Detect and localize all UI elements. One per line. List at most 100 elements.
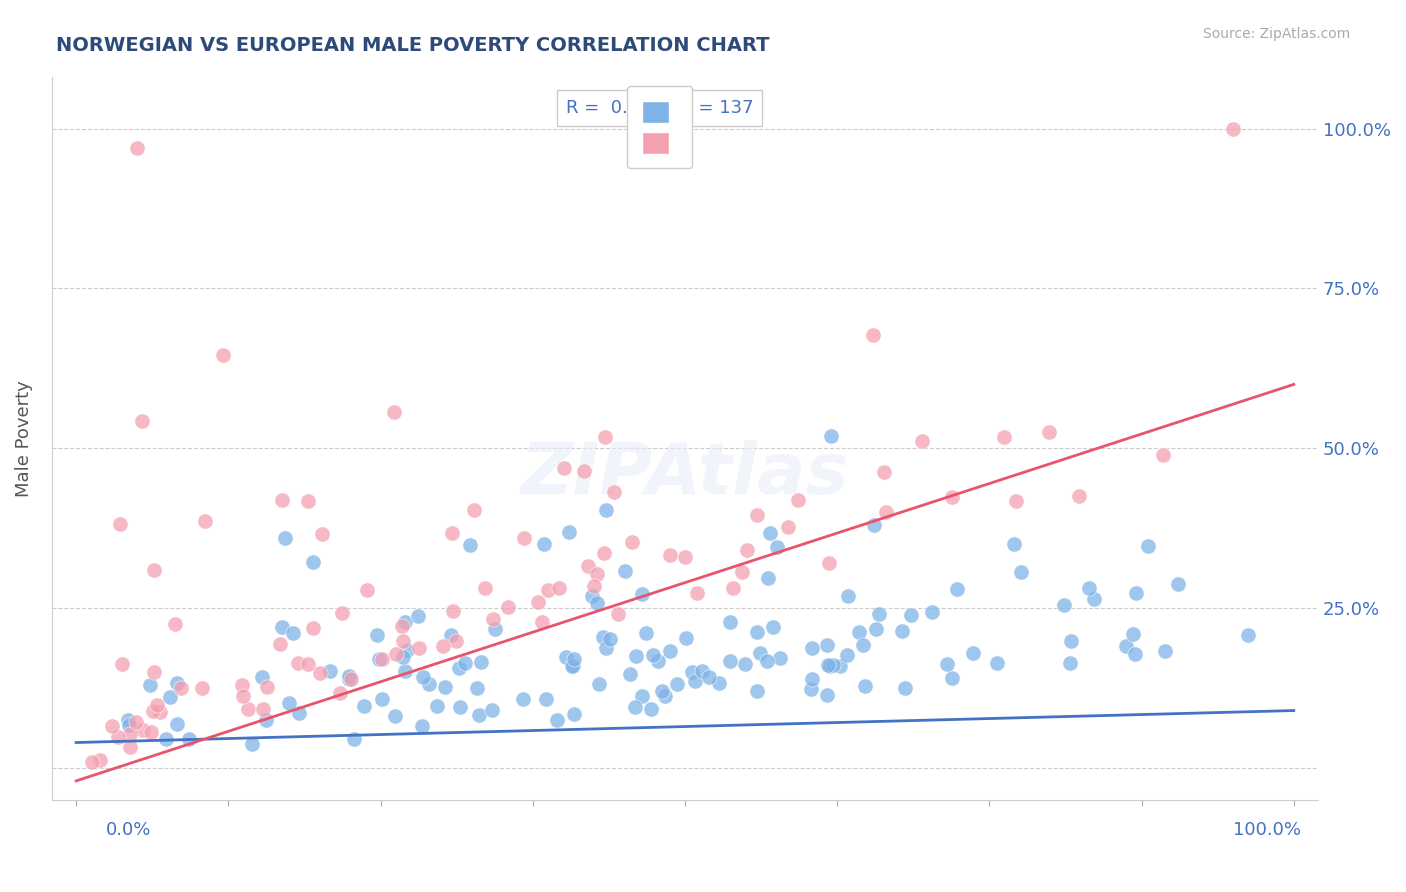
Point bbox=[1005, 494, 1028, 508]
Point bbox=[371, 691, 394, 706]
Point bbox=[1083, 592, 1105, 607]
Point bbox=[146, 698, 169, 712]
Point bbox=[463, 502, 485, 516]
Point bbox=[534, 692, 557, 706]
Point bbox=[101, 719, 124, 733]
Point bbox=[449, 660, 471, 674]
Point bbox=[143, 563, 166, 577]
Point bbox=[411, 719, 433, 733]
Point bbox=[394, 664, 416, 678]
Point bbox=[337, 669, 360, 683]
Point bbox=[1010, 565, 1032, 579]
Point bbox=[82, 755, 104, 769]
Point bbox=[1122, 627, 1144, 641]
Point bbox=[440, 526, 463, 541]
Point bbox=[1236, 628, 1258, 642]
Point bbox=[496, 599, 519, 614]
Point bbox=[117, 713, 139, 727]
Point bbox=[212, 348, 235, 362]
Point bbox=[862, 328, 884, 343]
Point bbox=[986, 656, 1008, 670]
Point bbox=[287, 706, 309, 721]
Point bbox=[458, 538, 481, 552]
Point bbox=[252, 702, 274, 716]
Point bbox=[868, 607, 890, 622]
Point bbox=[818, 556, 841, 570]
Point bbox=[318, 664, 340, 678]
Point bbox=[640, 702, 662, 716]
Point bbox=[107, 730, 129, 744]
Point bbox=[562, 706, 585, 721]
Point bbox=[815, 688, 838, 702]
Point bbox=[1154, 643, 1177, 657]
Point bbox=[801, 641, 824, 656]
Point bbox=[588, 677, 610, 691]
Point bbox=[470, 656, 492, 670]
Point bbox=[382, 405, 405, 419]
Point bbox=[820, 428, 842, 442]
Text: R =  0.183   N = 137: R = 0.183 N = 137 bbox=[565, 99, 754, 117]
Point bbox=[353, 698, 375, 713]
Point bbox=[852, 638, 875, 652]
Point bbox=[718, 654, 741, 668]
Point bbox=[623, 700, 645, 714]
Point bbox=[149, 705, 172, 719]
Point bbox=[302, 555, 325, 569]
Point bbox=[155, 732, 177, 747]
Point bbox=[163, 617, 186, 632]
Point bbox=[110, 657, 132, 671]
Point bbox=[468, 708, 491, 723]
Point bbox=[1002, 537, 1025, 551]
Point bbox=[800, 681, 823, 696]
Point bbox=[391, 634, 413, 648]
Point bbox=[548, 581, 571, 595]
Point bbox=[394, 615, 416, 629]
Point bbox=[586, 596, 609, 610]
Point bbox=[626, 648, 648, 663]
Text: 100.0%: 100.0% bbox=[1233, 821, 1301, 838]
Point bbox=[444, 633, 467, 648]
Point bbox=[721, 581, 744, 595]
Point bbox=[449, 700, 471, 714]
Point bbox=[308, 666, 330, 681]
Point bbox=[681, 665, 703, 680]
Point bbox=[1125, 586, 1147, 600]
Point bbox=[603, 485, 626, 500]
Point bbox=[530, 615, 553, 630]
Point bbox=[756, 572, 779, 586]
Point bbox=[562, 651, 585, 665]
Point bbox=[474, 582, 496, 596]
Point bbox=[1053, 598, 1076, 612]
Point bbox=[555, 649, 578, 664]
Point bbox=[1069, 490, 1091, 504]
Point bbox=[159, 690, 181, 704]
Point bbox=[142, 665, 165, 679]
Point bbox=[118, 717, 141, 731]
Point bbox=[828, 659, 851, 673]
Point bbox=[370, 652, 392, 666]
Point bbox=[166, 676, 188, 690]
Point bbox=[815, 638, 838, 652]
Point bbox=[108, 517, 131, 532]
Point bbox=[817, 658, 839, 673]
Point bbox=[512, 691, 534, 706]
Point bbox=[537, 583, 560, 598]
Point bbox=[766, 540, 789, 554]
Point bbox=[800, 672, 823, 686]
Point bbox=[592, 631, 614, 645]
Point bbox=[1059, 634, 1081, 648]
Point bbox=[592, 546, 614, 560]
Point bbox=[607, 607, 630, 621]
Point bbox=[651, 683, 673, 698]
Point bbox=[891, 624, 914, 639]
Point bbox=[277, 696, 299, 710]
Point bbox=[863, 517, 886, 532]
Point bbox=[124, 715, 146, 730]
Point bbox=[454, 657, 477, 671]
Point bbox=[256, 680, 278, 694]
Point bbox=[941, 671, 963, 685]
Point bbox=[481, 703, 503, 717]
Point bbox=[659, 644, 682, 658]
Point bbox=[865, 622, 887, 636]
Point bbox=[823, 657, 845, 672]
